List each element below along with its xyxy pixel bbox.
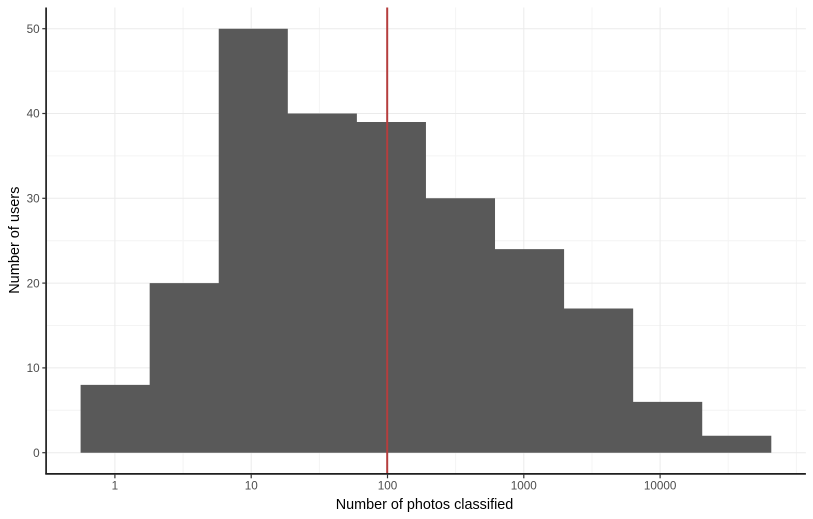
svg-text:40: 40 [27,108,41,121]
svg-text:10000: 10000 [644,479,677,492]
svg-text:1000: 1000 [511,479,538,492]
svg-text:0: 0 [33,447,40,460]
svg-text:1: 1 [112,479,119,492]
svg-text:100: 100 [378,479,398,492]
svg-text:Number of photos classified: Number of photos classified [336,497,514,513]
svg-text:20: 20 [27,277,41,290]
svg-text:50: 50 [27,23,41,36]
svg-text:Number of users: Number of users [7,187,23,294]
svg-text:30: 30 [27,193,41,206]
svg-text:10: 10 [245,479,259,492]
svg-text:10: 10 [27,362,41,375]
